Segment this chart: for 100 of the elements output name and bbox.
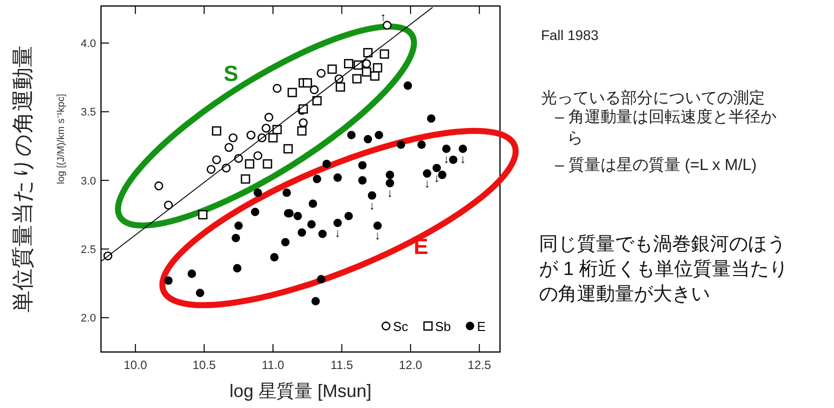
point — [212, 155, 222, 164]
point — [272, 84, 282, 93]
point — [196, 288, 204, 298]
point — [344, 59, 354, 68]
point — [312, 174, 322, 184]
text: log [(J/M)/km s⁻¹kpc] — [56, 94, 67, 184]
point — [374, 130, 384, 140]
point — [232, 234, 240, 242]
text: 同じ質量でも渦巻銀河のほうが 1 桁近くも単位質量当たりの角運動量が大きい — [539, 233, 790, 307]
text: – 質量は星の質量 (=L x M/L) — [555, 156, 757, 174]
point — [294, 212, 302, 220]
x-tick-label: 10.0 — [124, 358, 148, 372]
point — [368, 191, 376, 200]
point — [370, 71, 380, 81]
annotation: ↓ — [334, 226, 341, 240]
point — [310, 85, 319, 94]
point — [164, 276, 173, 285]
point — [253, 151, 262, 160]
point — [298, 118, 308, 128]
point — [302, 78, 312, 88]
point — [404, 81, 412, 90]
point — [372, 63, 382, 72]
point — [246, 130, 256, 140]
legend-label: Sc — [393, 319, 409, 334]
annotation: ↓ — [369, 198, 376, 212]
point — [262, 159, 272, 169]
point — [164, 200, 173, 210]
point — [198, 210, 208, 220]
y-tick-label: 2.5 — [80, 244, 96, 256]
point — [427, 114, 436, 123]
point — [283, 144, 293, 154]
annotation: ↓ — [374, 228, 381, 243]
legend-label: Sb — [435, 319, 451, 334]
text: 光っている部分についての測定 — [541, 89, 765, 107]
point — [234, 221, 243, 230]
annotation: S — [224, 61, 238, 86]
point — [244, 159, 254, 169]
point — [206, 164, 216, 174]
point — [327, 64, 337, 74]
point — [347, 130, 356, 140]
point — [442, 144, 451, 153]
point — [272, 124, 282, 134]
annotation: ↓ — [386, 186, 393, 200]
point — [322, 160, 331, 168]
point — [288, 88, 297, 98]
point — [312, 96, 322, 106]
point — [224, 142, 234, 152]
point — [380, 49, 390, 59]
point — [262, 124, 271, 133]
point — [344, 212, 353, 220]
text: – 角運動量は回転速度と半径から — [555, 108, 778, 149]
point — [438, 170, 446, 180]
point — [358, 161, 367, 170]
point — [298, 228, 306, 237]
y-tick-label: 3.5 — [80, 106, 96, 119]
point — [228, 133, 238, 142]
point — [154, 181, 164, 190]
point — [432, 164, 441, 172]
x-axis-title: log 星質量 [Msun] — [229, 381, 372, 401]
point — [396, 140, 406, 149]
point — [268, 133, 278, 142]
point — [352, 74, 362, 84]
point — [373, 221, 382, 230]
point — [417, 140, 426, 149]
x-tick-label: 12.0 — [398, 358, 423, 372]
annotation: ↓ — [434, 171, 440, 186]
y-tick-label: 3.0 — [80, 175, 96, 188]
point — [333, 173, 342, 182]
point — [311, 297, 320, 306]
y-tick-label: 2.0 — [80, 312, 96, 325]
x-tick-label: 12.5 — [468, 358, 492, 372]
text: Fall 1983 — [541, 27, 599, 43]
point — [422, 169, 432, 178]
point — [188, 270, 196, 278]
point — [282, 188, 291, 197]
x-tick-label: 11.5 — [330, 358, 354, 372]
point — [270, 253, 279, 262]
point — [254, 188, 262, 197]
point — [233, 264, 242, 272]
point — [250, 208, 260, 216]
point — [307, 220, 316, 229]
point — [333, 218, 342, 228]
x-tick-label: 11.0 — [262, 358, 285, 372]
annotation: ↓ — [443, 152, 450, 166]
point — [458, 144, 468, 153]
point — [240, 174, 250, 184]
point — [212, 126, 222, 136]
point — [264, 112, 274, 122]
annotation: ↓ — [424, 176, 430, 191]
x-tick-label: 10.5 — [192, 358, 216, 372]
point — [363, 48, 373, 58]
point — [358, 176, 367, 185]
point — [382, 20, 392, 30]
point — [308, 200, 318, 208]
point — [281, 238, 290, 246]
y-axis-title: 単位質量当たりの角運動量 — [10, 46, 35, 312]
annotation: ↓ — [460, 152, 466, 166]
annotation: ↑ — [380, 10, 386, 24]
point — [362, 67, 372, 77]
point — [386, 178, 394, 188]
